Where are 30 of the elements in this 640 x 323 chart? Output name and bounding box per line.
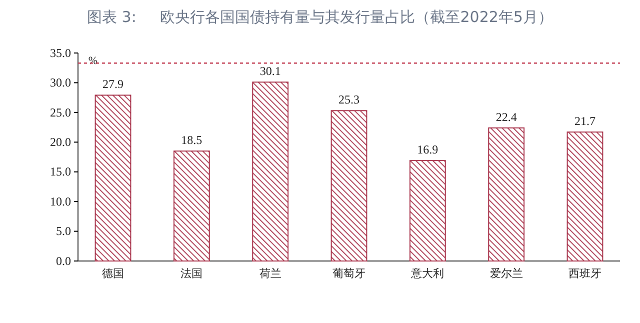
- chart-title: 图表 3: 欧央行各国国债持有量与其发行量占比（截至2022年5月）: [87, 8, 553, 26]
- data-label: 30.1: [260, 64, 281, 78]
- bar: [173, 150, 210, 262]
- data-label: 16.9: [417, 142, 438, 157]
- y-tick-label: 35.0: [50, 46, 71, 60]
- bar: [252, 82, 289, 262]
- y-tick-label: 25.0: [50, 105, 71, 120]
- x-tick-label: 意大利: [410, 267, 444, 280]
- bar: [94, 94, 132, 262]
- y-tick-label: 5.0: [56, 224, 71, 238]
- x-tick-label: 德国: [102, 267, 124, 280]
- y-tick-label: 30.0: [50, 76, 71, 90]
- data-label: 22.4: [496, 110, 517, 124]
- x-tick-label: 葡萄牙: [332, 267, 366, 280]
- x-tick-label: 爱尔兰: [490, 267, 523, 280]
- bar: [566, 132, 604, 262]
- x-tick-label: 荷兰: [259, 267, 282, 280]
- x-tick-label: 西班牙: [568, 267, 602, 280]
- y-tick-label: 20.0: [50, 134, 71, 149]
- bar: [409, 160, 446, 262]
- data-label: 25.3: [338, 92, 360, 107]
- data-label: 21.7: [574, 114, 596, 128]
- x-tick-label: 法国: [180, 267, 203, 280]
- y-tick-label: 15.0: [50, 164, 71, 179]
- y-tick-label: 0.0: [56, 254, 71, 268]
- data-label: 27.9: [102, 77, 124, 92]
- bar: [488, 127, 525, 262]
- data-label: 18.5: [181, 133, 202, 148]
- bar: [330, 110, 368, 262]
- y-tick-label: 10.0: [50, 194, 71, 208]
